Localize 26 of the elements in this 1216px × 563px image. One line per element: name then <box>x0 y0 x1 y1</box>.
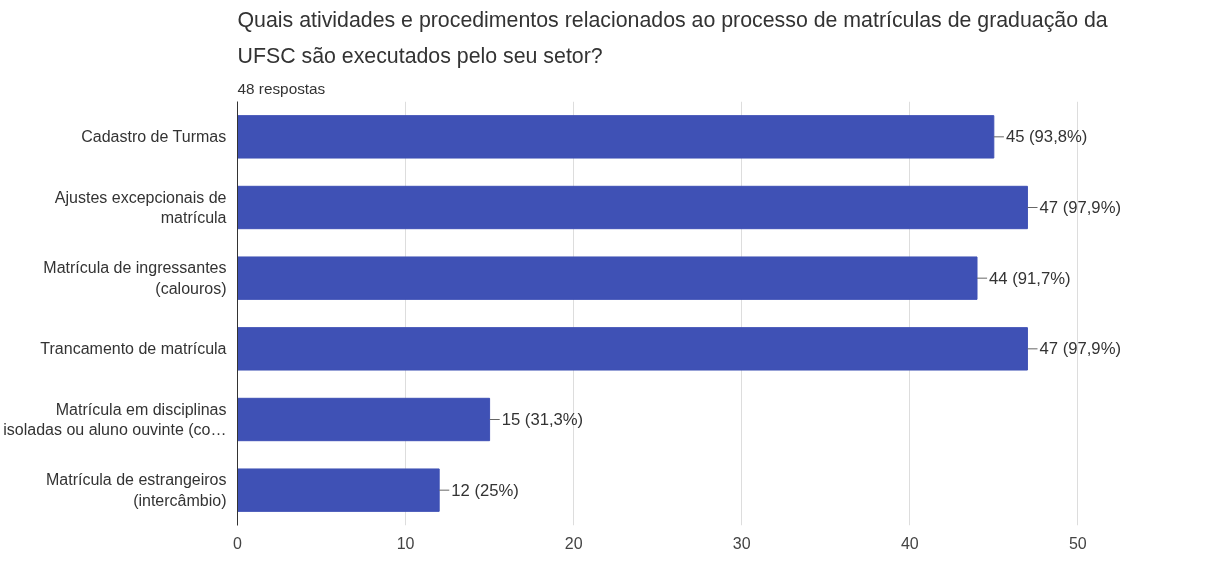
x-tick-label: 10 <box>396 534 415 552</box>
data-label: 47 (97,9%) <box>1039 339 1121 359</box>
bar <box>237 115 995 159</box>
x-tick-label: 30 <box>732 534 751 552</box>
bar <box>237 256 978 300</box>
y-tick-label: Ajustes excepcionais de matrícula <box>54 188 227 227</box>
data-label: 44 (91,7%) <box>989 268 1071 288</box>
bar <box>237 327 1028 371</box>
y-tick-label: Trancamento de matrícula <box>40 340 227 358</box>
bar <box>237 185 1028 230</box>
y-tick-label: Matrícula em disciplinas isoladas ou aluno ouvinte (co… <box>3 400 227 439</box>
x-tick-label: 20 <box>564 534 583 552</box>
x-tick-label: 50 <box>1068 534 1087 552</box>
y-tick-label: Matrícula de ingressantes (calouros) <box>43 259 227 297</box>
data-label: 15 (31,3%) <box>501 410 584 429</box>
data-label: 12 (25%) <box>451 480 519 500</box>
x-tick-label: 0 <box>233 534 243 552</box>
bar <box>237 397 491 442</box>
x-tick-label: 40 <box>900 534 919 552</box>
y-tick-label: Cadastro de Turmas <box>81 128 227 146</box>
data-label: 47 (97,9%) <box>1039 198 1121 217</box>
chart-title: Quais atividades e procedimentos relacionados ao processo de matrículas de graduação da UFSC são executados pelo seu setor? <box>237 7 1108 68</box>
data-label: 45 (93,8%) <box>1005 127 1088 147</box>
y-tick-label: Matrícula de estrangeiros (intercâmbio) <box>45 471 227 509</box>
bar <box>237 468 440 512</box>
chart-subtitle: 48 respostas <box>237 79 326 97</box>
